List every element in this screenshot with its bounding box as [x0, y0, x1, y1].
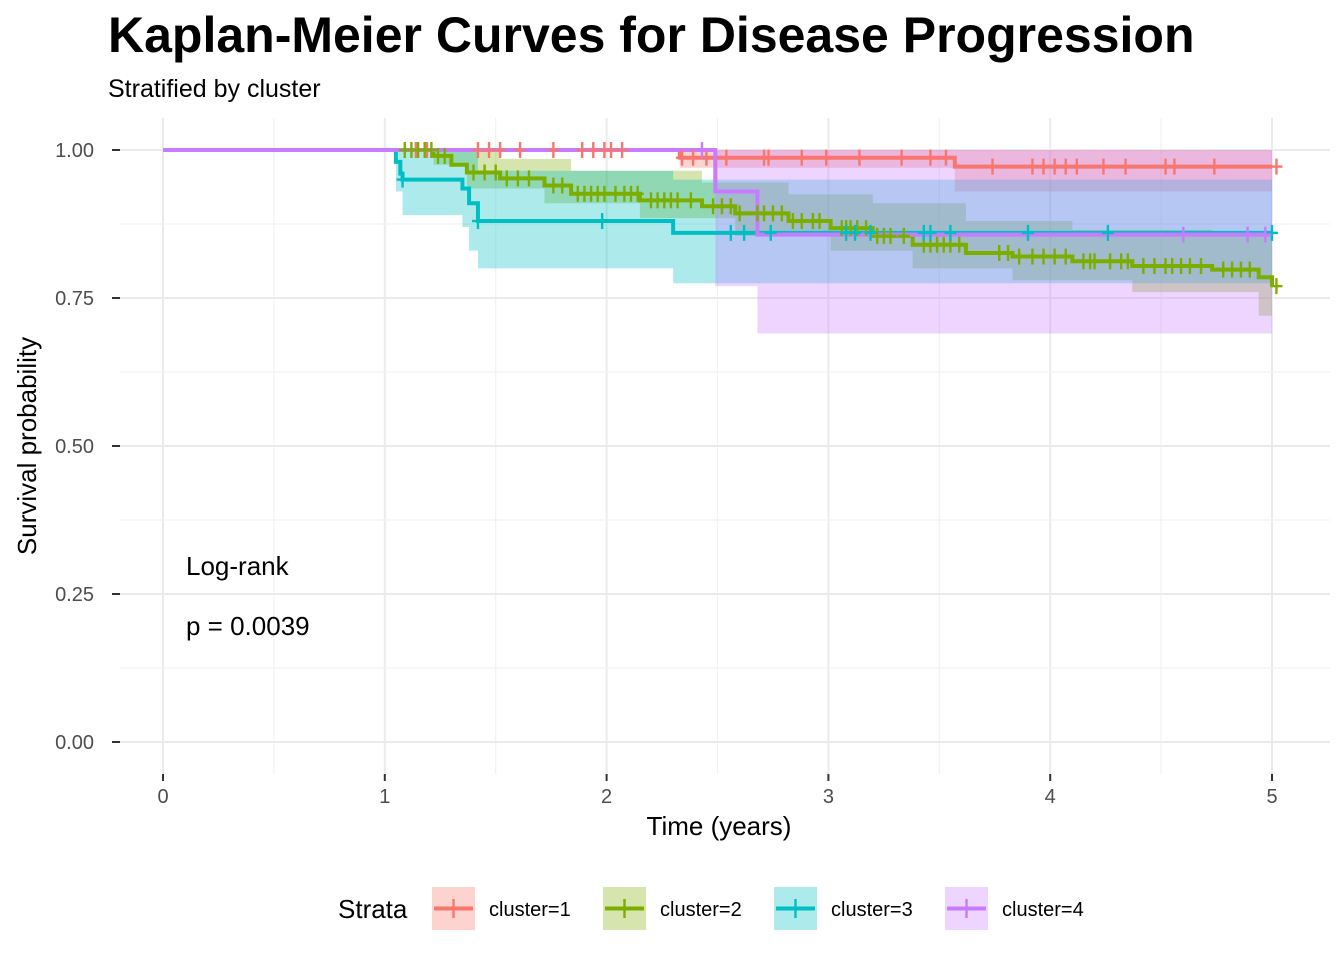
chart-subtitle: Stratified by cluster	[108, 75, 321, 103]
y-tick-label: 1.00	[55, 140, 94, 162]
y-tick-label: 0.75	[55, 288, 94, 310]
censor-marks	[396, 142, 1283, 295]
legend-label: cluster=1	[489, 899, 571, 921]
ci-band-cluster-1	[163, 150, 1272, 192]
y-tick-label: 0.50	[55, 436, 94, 458]
x-tick-label: 3	[823, 786, 834, 808]
legend-label: cluster=2	[660, 899, 742, 921]
grid-lines	[120, 118, 1330, 774]
confidence-bands	[163, 150, 1272, 334]
chart-title: Kaplan-Meier Curves for Disease Progress…	[108, 7, 1195, 63]
x-tick-label: 1	[379, 786, 390, 808]
y-tick-label: 0.25	[55, 584, 94, 606]
x-tick-label: 5	[1266, 786, 1277, 808]
legend-label: cluster=4	[1002, 899, 1084, 921]
legend-label: cluster=3	[831, 899, 913, 921]
x-tick-label: 4	[1045, 786, 1056, 808]
y-tick-label: 0.00	[55, 732, 94, 754]
legend: Strata cluster=1 cluster=2 cluster=3 cluste…	[338, 887, 1084, 930]
logrank-pvalue: p = 0.0039	[186, 611, 310, 641]
logrank-label: Log-rank	[186, 551, 290, 581]
ci-band-cluster-4	[163, 150, 1272, 334]
y-axis-title: Survival probability	[12, 337, 42, 555]
x-tick-label: 2	[601, 786, 612, 808]
x-axis-title: Time (years)	[647, 811, 792, 841]
legend-title: Strata	[338, 894, 408, 924]
x-tick-label: 0	[157, 786, 168, 808]
ci-band-cluster-3	[163, 150, 1272, 284]
km-curve-cluster-3	[163, 148, 1272, 235]
axes: 0 1 2 3 4 5 0.00 0.25 0.50 0.75 1.00	[55, 140, 1278, 808]
